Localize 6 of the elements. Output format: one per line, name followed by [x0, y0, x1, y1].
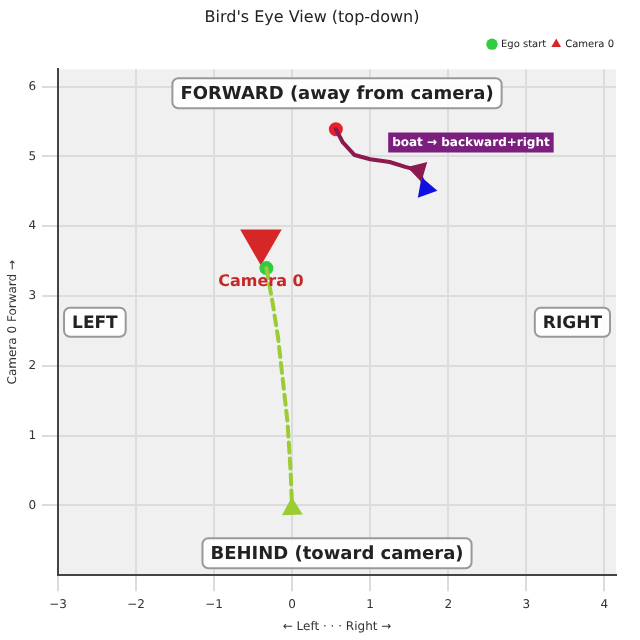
chart-title: Bird's Eye View (top-down)	[204, 7, 420, 26]
annotation: RIGHT	[542, 313, 603, 334]
annotation: BEHIND (toward camera)	[210, 544, 464, 565]
annotation: LEFT	[72, 313, 119, 334]
annotation: FORWARD (away from camera)	[180, 84, 494, 105]
annotation: Camera 0	[218, 272, 305, 291]
